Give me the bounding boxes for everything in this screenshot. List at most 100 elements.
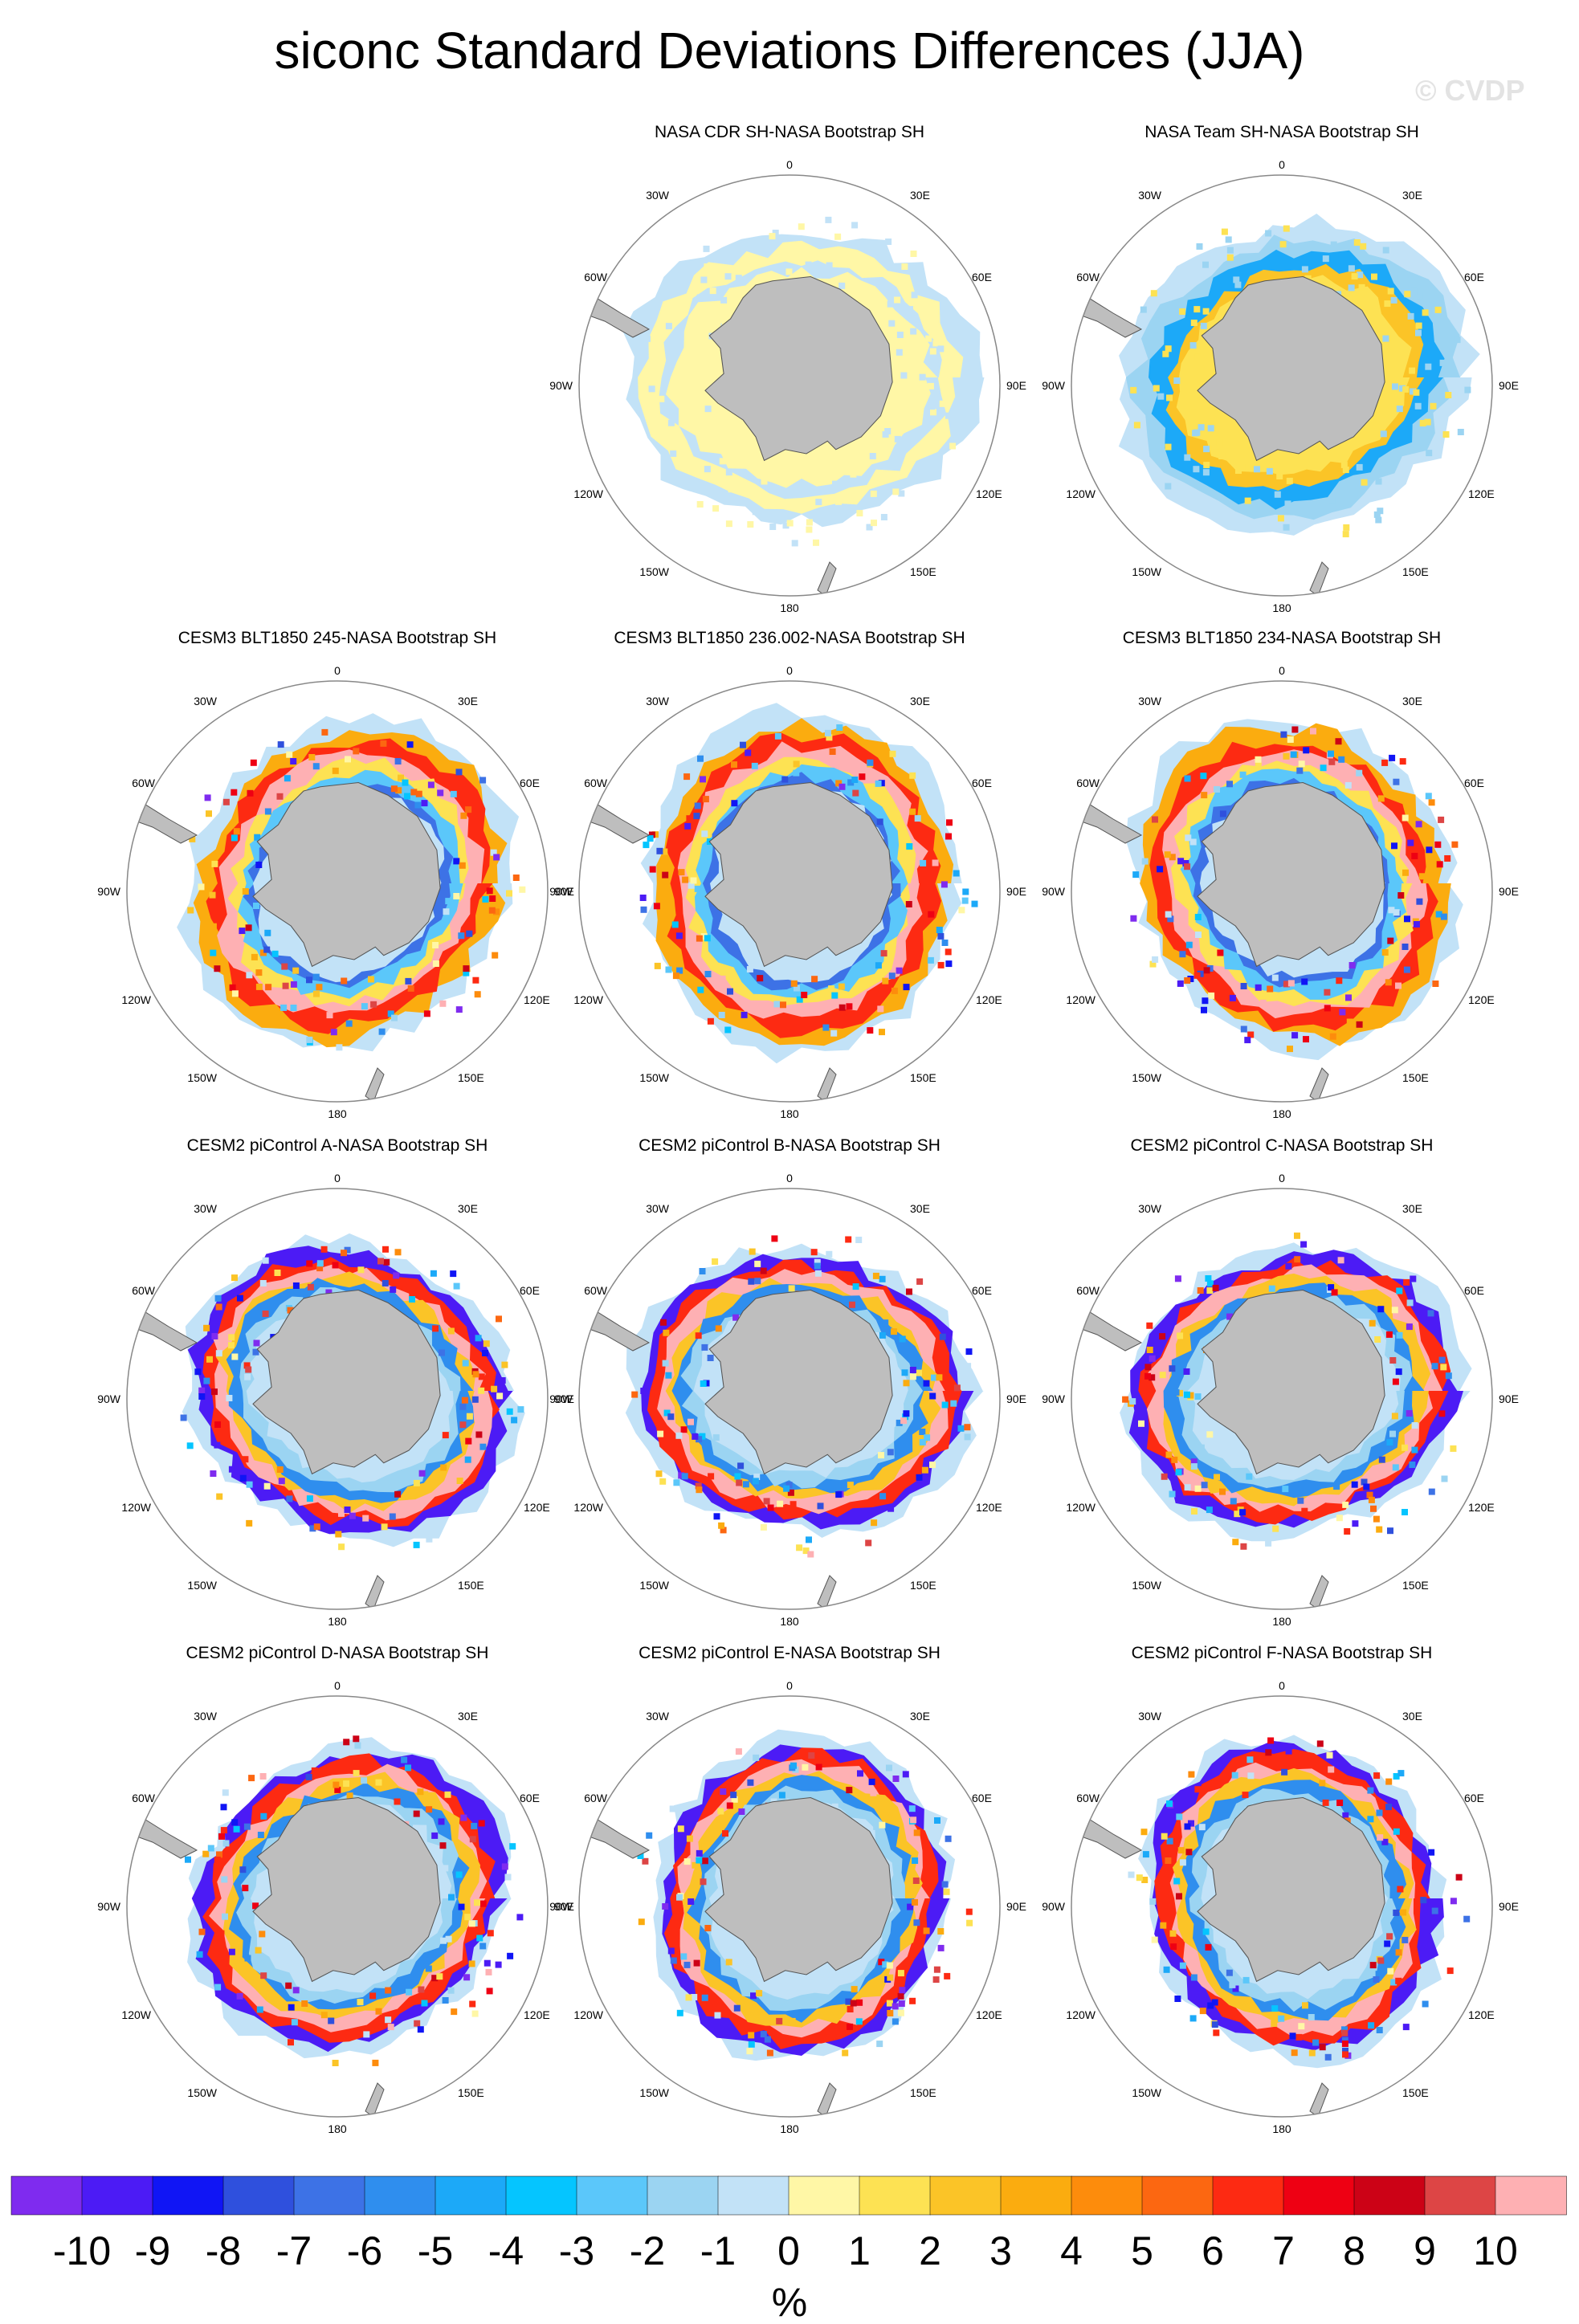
grid-cell: [761, 478, 768, 485]
grid-cell: [394, 1249, 402, 1256]
grid-cell: [1438, 1410, 1446, 1417]
grid-cell: [1185, 1849, 1193, 1856]
grid-cell: [857, 1770, 863, 1777]
grid-cell: [958, 907, 965, 914]
grid-cell: [1193, 306, 1201, 313]
grid-cell: [957, 1425, 965, 1432]
grid-cell: [1348, 962, 1356, 968]
colorbar-label: 4: [1060, 2228, 1083, 2273]
grid-cell: [1397, 275, 1404, 282]
grid-cell: [696, 935, 703, 942]
grid-cell: [648, 831, 655, 838]
longitude-label: 0: [786, 664, 793, 677]
grid-cell: [1213, 449, 1219, 456]
grid-cell: [1267, 985, 1274, 993]
grid-cell: [1381, 759, 1389, 766]
longitude-label: 150W: [1132, 1579, 1161, 1592]
longitude-label: 120E: [976, 993, 1002, 1006]
grid-cell: [1230, 1498, 1237, 1505]
grid-cell: [1380, 430, 1387, 438]
grid-cell: [341, 977, 348, 985]
grid-cell: [699, 1268, 706, 1274]
grid-cell: [1404, 291, 1411, 298]
grid-cell: [1303, 1036, 1309, 1043]
grid-cell: [856, 510, 863, 517]
grid-cell: [712, 487, 719, 495]
grid-cell: [1247, 1031, 1255, 1038]
longitude-label: 120E: [1468, 1501, 1495, 1514]
grid-cell: [479, 1443, 487, 1450]
grid-cell: [1373, 511, 1381, 518]
grid-cell: [937, 1944, 945, 1951]
grid-cell: [909, 1373, 916, 1380]
grid-cell: [1219, 1488, 1226, 1495]
grid-cell: [1428, 799, 1435, 806]
colorbar-units: %: [772, 2280, 807, 2324]
grid-cell: [940, 881, 948, 888]
grid-cell: [875, 780, 882, 787]
grid-cell: [791, 474, 798, 481]
grid-cell: [1272, 1525, 1279, 1532]
map-panel: CESM2 piControl E-NASA Bootstrap SH 0 180 9…: [541, 1641, 1038, 2147]
grid-cell: [1367, 1787, 1374, 1794]
grid-cell: [1239, 771, 1246, 778]
grid-cell: [1418, 873, 1426, 880]
grid-cell: [338, 1543, 345, 1551]
grid-cell: [471, 1396, 479, 1403]
grid-cell: [1390, 296, 1397, 304]
grid-cell: [1282, 1486, 1289, 1493]
longitude-label: 0: [1279, 1172, 1285, 1184]
grid-cell: [253, 1339, 260, 1347]
panel-title: CESM2 piControl C-NASA Bootstrap SH: [1130, 1136, 1434, 1155]
longitude-label: 30W: [1138, 1710, 1162, 1723]
grid-cell: [971, 900, 978, 907]
grid-cell: [1176, 1813, 1183, 1820]
grid-cell: [1403, 1278, 1410, 1286]
grid-cell: [1298, 2023, 1305, 2030]
grid-cell: [1166, 1800, 1173, 1808]
grid-cell: [825, 216, 832, 223]
longitude-label: 60E: [520, 1284, 540, 1297]
longitude-label: 90E: [554, 885, 574, 898]
grid-cell: [1407, 839, 1414, 846]
grid-cell: [662, 871, 669, 879]
grid-cell: [789, 2017, 796, 2024]
grid-cell: [747, 1779, 754, 1786]
grid-cell: [463, 969, 470, 976]
grid-cell: [894, 296, 901, 304]
grid-cell: [1344, 781, 1352, 789]
grid-cell: [432, 1325, 439, 1332]
grid-cell: [255, 1947, 262, 1954]
grid-cell: [1363, 1483, 1370, 1490]
grid-cell: [802, 1763, 809, 1771]
antarctica-landmass: [704, 275, 893, 462]
grid-cell: [847, 779, 855, 786]
grid-cell: [831, 992, 838, 999]
grid-cell: [447, 1987, 455, 1994]
grid-cell: [719, 975, 726, 982]
grid-cell: [1396, 1331, 1403, 1339]
longitude-label: 150E: [458, 2086, 484, 2099]
grid-cell: [1376, 1809, 1383, 1816]
grid-cell: [472, 976, 479, 984]
grid-cell: [657, 1430, 664, 1437]
grid-cell: [966, 372, 973, 379]
grid-cell: [724, 273, 732, 280]
grid-cell: [333, 1781, 340, 1788]
grid-cell: [252, 1902, 259, 1910]
grid-cell: [687, 1418, 694, 1425]
grid-cell: [246, 972, 253, 979]
grid-cell: [870, 490, 877, 497]
grid-cell: [806, 1536, 812, 1543]
colorbar-label: 0: [777, 2228, 800, 2273]
grid-cell: [1254, 466, 1260, 473]
grid-cell: [941, 1401, 949, 1409]
map-panel: CESM2 piControl C-NASA Bootstrap SH 0 180 9…: [1033, 1134, 1531, 1640]
grid-cell: [214, 1984, 222, 1991]
grid-cell: [720, 1527, 727, 1534]
grid-cell: [404, 793, 410, 800]
grid-cell: [812, 513, 819, 520]
grid-cell: [471, 1822, 478, 1829]
grid-cell: [256, 2006, 263, 2013]
grid-cell: [932, 859, 939, 866]
